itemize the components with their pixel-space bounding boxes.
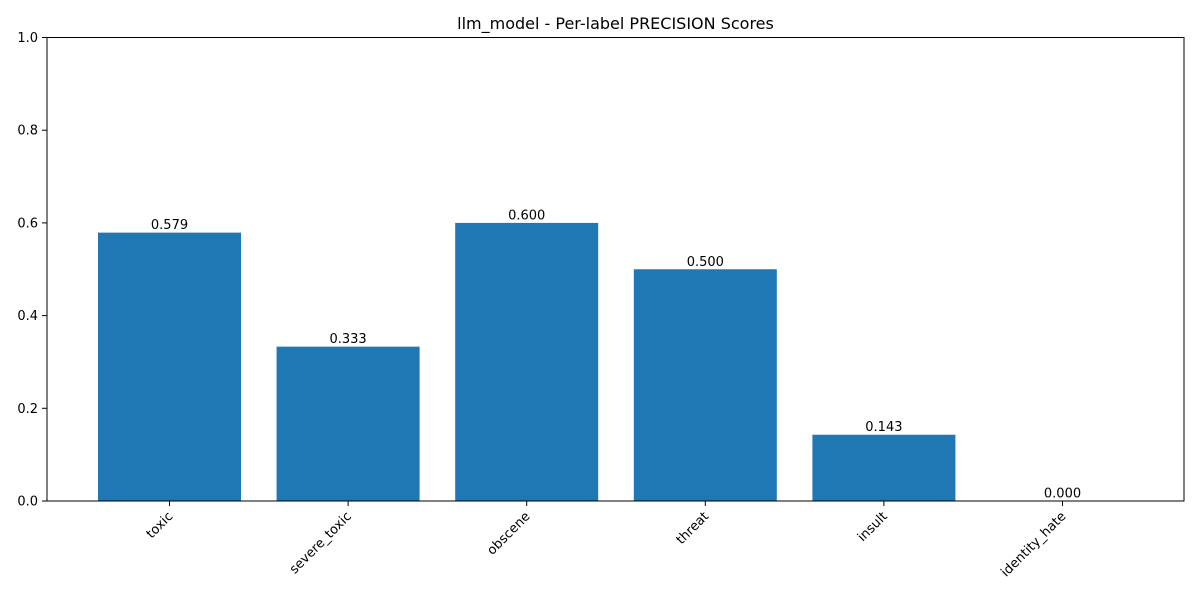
y-tick-label: 1.0 — [17, 31, 38, 46]
bar-value-label: 0.500 — [687, 255, 724, 270]
x-tick-label: obscene — [484, 509, 533, 558]
x-tick-label: insult — [855, 509, 891, 545]
y-tick-label: 0.2 — [17, 402, 38, 417]
bar-severe-toxic — [276, 346, 420, 501]
bar-insult — [812, 434, 956, 501]
bar-value-label: 0.143 — [865, 420, 902, 435]
y-axis: 0.0 0.2 0.4 0.6 0.8 1.0 — [17, 31, 47, 510]
x-tick-label: severe_toxic — [287, 509, 355, 577]
bars-group — [98, 222, 956, 502]
y-tick-label: 0.6 — [17, 216, 38, 231]
x-tick-label: threat — [674, 509, 713, 548]
y-tick-label: 0.8 — [17, 124, 38, 139]
bar-obscene — [455, 222, 599, 501]
x-axis: toxic severe_toxic obscene threat insult iden… — [144, 501, 1069, 580]
plot-area-frame — [46, 37, 1185, 502]
x-tick-label: toxic — [144, 509, 177, 542]
y-tick-label: 0.0 — [17, 495, 38, 510]
x-tick-label: identity_hate — [998, 509, 1069, 580]
bar-toxic — [98, 232, 241, 502]
bar-value-label: 0.333 — [329, 332, 366, 347]
value-labels-group: 0.579 0.333 0.600 0.500 0.143 0.000 — [151, 208, 1081, 501]
bar-threat — [633, 269, 777, 501]
bar-value-label: 0.600 — [508, 208, 545, 223]
chart-title: llm_model - Per-label PRECISION Scores — [457, 14, 774, 34]
bar-value-label: 0.000 — [1044, 487, 1081, 502]
bar-value-label: 0.579 — [151, 218, 188, 233]
y-tick-label: 0.4 — [17, 309, 38, 324]
